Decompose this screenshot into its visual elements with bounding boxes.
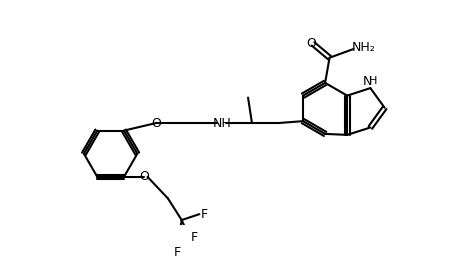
Text: N: N — [363, 75, 372, 88]
Text: O: O — [139, 170, 149, 183]
Text: F: F — [201, 208, 207, 221]
Text: H: H — [369, 76, 377, 86]
Text: O: O — [151, 117, 161, 130]
Text: O: O — [306, 37, 316, 50]
Text: F: F — [191, 231, 198, 244]
Text: NH: NH — [212, 117, 231, 130]
Text: F: F — [174, 246, 181, 257]
Text: NH₂: NH₂ — [351, 41, 375, 53]
